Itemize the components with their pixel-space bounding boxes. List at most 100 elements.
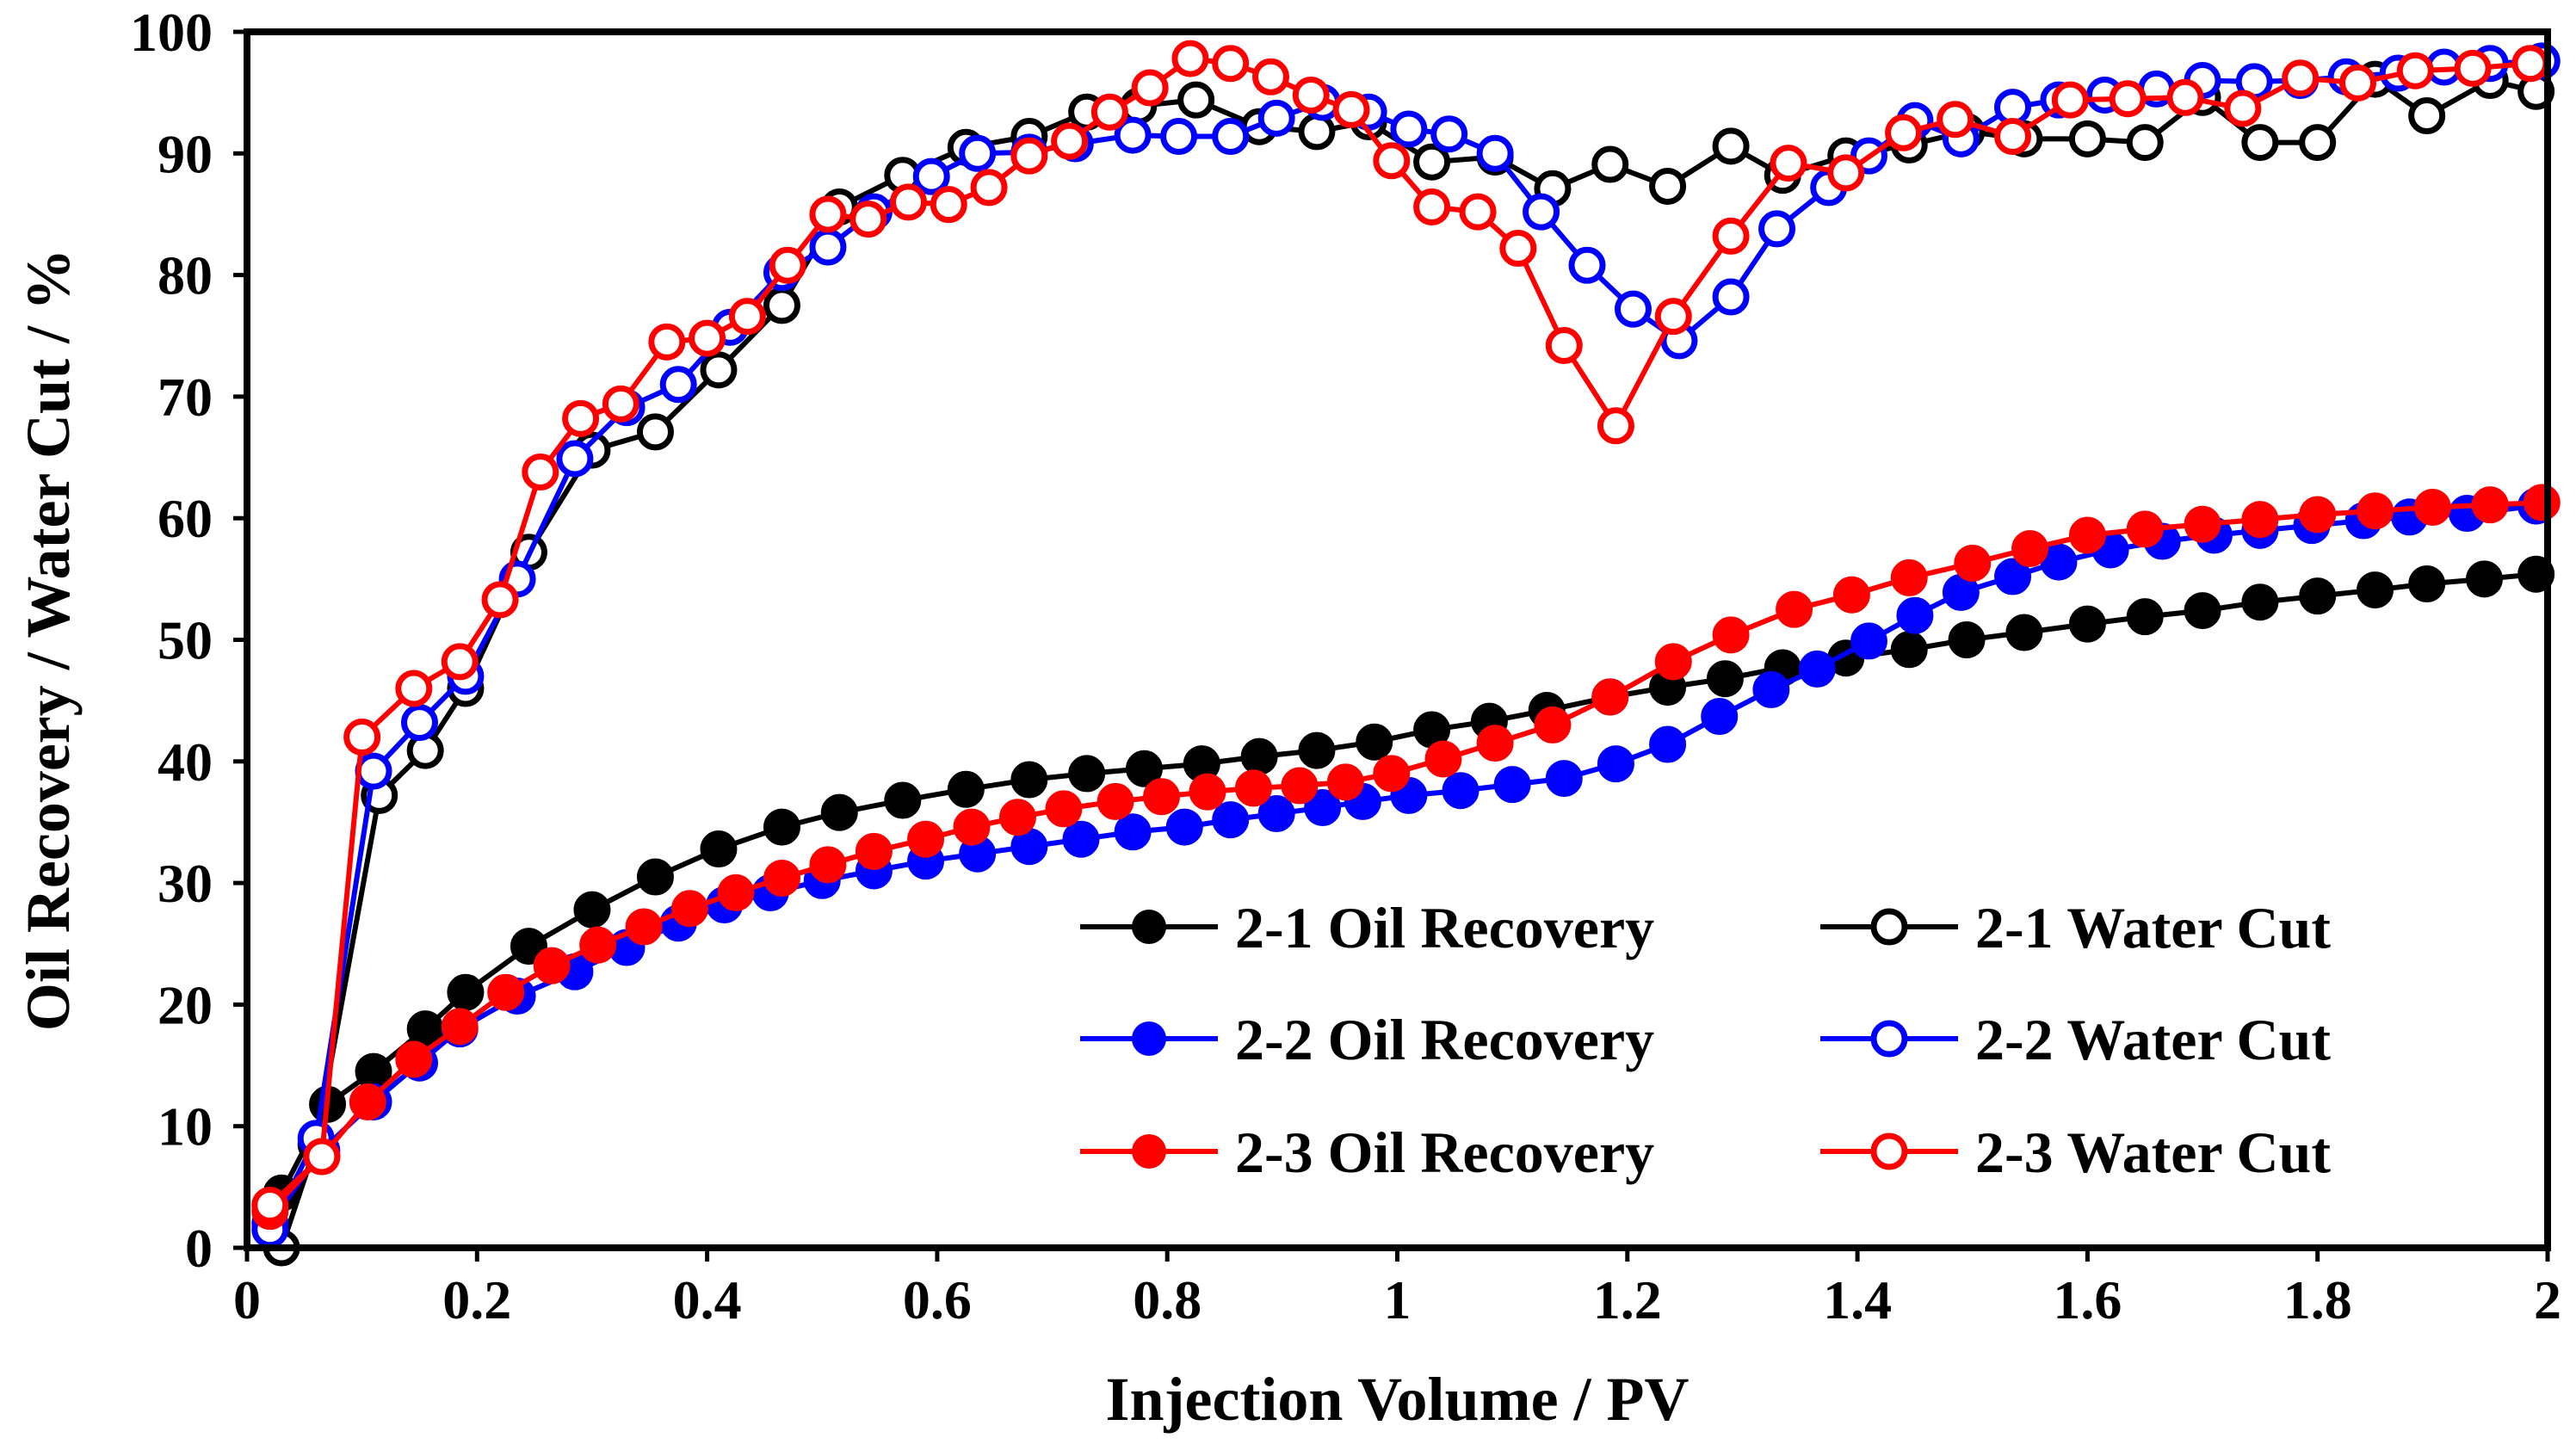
data-point <box>1476 134 1514 172</box>
data-point <box>251 1187 289 1225</box>
data-point <box>1298 731 1336 769</box>
y-axis-title: Oil Recovery / Water Cut / % <box>14 249 83 1031</box>
data-point <box>2126 598 2164 636</box>
y-tick-label: 0 <box>185 1218 213 1279</box>
data-point <box>1770 145 1807 182</box>
data-point <box>2184 592 2221 630</box>
data-point <box>441 1008 479 1046</box>
data-point <box>1257 99 1295 137</box>
x-tick-label: 0 <box>233 1269 261 1330</box>
data-point <box>636 858 674 896</box>
data-point <box>1010 761 1048 799</box>
data-point <box>659 366 697 404</box>
data-point <box>1954 544 1992 582</box>
legend-marker <box>1132 1021 1166 1056</box>
data-point <box>1752 670 1790 708</box>
data-point <box>1424 740 1462 778</box>
data-point <box>395 1040 433 1078</box>
data-point <box>2109 80 2147 118</box>
x-tick-label: 1.6 <box>2053 1269 2122 1330</box>
data-point <box>849 201 887 238</box>
data-point <box>2465 560 2503 598</box>
data-point <box>1534 706 1572 744</box>
y-tick-label: 50 <box>158 610 213 671</box>
data-point <box>648 323 686 361</box>
data-point <box>1649 167 1687 205</box>
x-tick-label: 0.4 <box>673 1269 742 1330</box>
data-point <box>2523 484 2561 521</box>
data-point <box>1373 755 1411 793</box>
data-point <box>303 1138 341 1176</box>
data-point <box>1890 558 1928 596</box>
data-point <box>1010 137 1048 175</box>
data-point <box>1068 755 1106 793</box>
data-point <box>1212 118 1250 156</box>
data-point <box>1114 116 1152 154</box>
data-point <box>1597 407 1634 445</box>
data-point <box>1413 143 1451 181</box>
data-point <box>671 890 709 928</box>
data-point <box>625 908 663 946</box>
series-layer <box>251 40 2561 1267</box>
data-point <box>1712 616 1750 654</box>
data-point <box>1090 93 1128 131</box>
legend-label: 2-3 Water Cut <box>1975 1120 2331 1185</box>
data-point <box>2241 124 2279 162</box>
data-point <box>809 846 847 884</box>
data-point <box>809 228 847 266</box>
data-point <box>2413 488 2451 526</box>
tick-layer: 0 0.2 0.4 0.6 0.8 1 1.2 1.4 1.6 1.8 20102030405060… <box>130 2 2561 1330</box>
legend-entry: 2-3 Oil Recovery <box>1080 1120 1654 1185</box>
data-point <box>1143 778 1181 816</box>
legend-marker <box>1132 1134 1166 1169</box>
data-point <box>1240 737 1278 775</box>
data-point <box>2011 530 2049 568</box>
data-point <box>1165 808 1203 846</box>
data-point <box>533 947 571 984</box>
legend-entry: 2-1 Oil Recovery <box>1080 895 1654 960</box>
data-point <box>1712 217 1750 255</box>
data-point <box>2126 510 2164 548</box>
data-point <box>1994 118 2032 156</box>
data-point <box>1885 114 1923 151</box>
x-tick-label: 0.8 <box>1133 1269 1202 1330</box>
data-point <box>700 830 738 868</box>
y-tick-label: 40 <box>158 731 213 793</box>
data-point <box>2068 516 2106 554</box>
data-point <box>1890 631 1928 669</box>
data-point <box>1332 90 1370 128</box>
data-point <box>1045 790 1083 828</box>
data-point <box>1177 81 1215 119</box>
data-point <box>2051 81 2089 119</box>
data-point <box>481 581 519 619</box>
data-point <box>1994 558 2032 595</box>
data-point <box>1499 230 1537 268</box>
data-point <box>884 781 922 819</box>
data-point <box>487 973 525 1011</box>
data-point <box>953 808 991 846</box>
data-point <box>573 891 611 929</box>
data-point <box>1373 142 1411 180</box>
y-tick-label: 80 <box>158 245 213 306</box>
data-point <box>689 319 726 357</box>
data-point <box>1776 590 1813 628</box>
data-point <box>763 808 800 846</box>
data-point <box>809 195 847 233</box>
y-tick-label: 60 <box>158 488 213 549</box>
data-point <box>2408 565 2446 603</box>
data-point <box>1430 115 1468 153</box>
data-point <box>1212 45 1250 83</box>
data-point <box>602 385 639 423</box>
y-tick-label: 10 <box>158 1096 213 1157</box>
data-point <box>1062 820 1100 858</box>
data-point <box>2166 78 2204 116</box>
data-point <box>728 298 766 336</box>
data-point <box>1591 678 1629 716</box>
data-point <box>2184 505 2221 543</box>
data-point <box>2241 583 2279 621</box>
data-point <box>1257 795 1295 833</box>
data-point <box>912 157 950 195</box>
data-point <box>1614 290 1652 328</box>
legend-marker <box>1870 908 1908 946</box>
legend-entry: 2-2 Water Cut <box>1820 1007 2331 1072</box>
